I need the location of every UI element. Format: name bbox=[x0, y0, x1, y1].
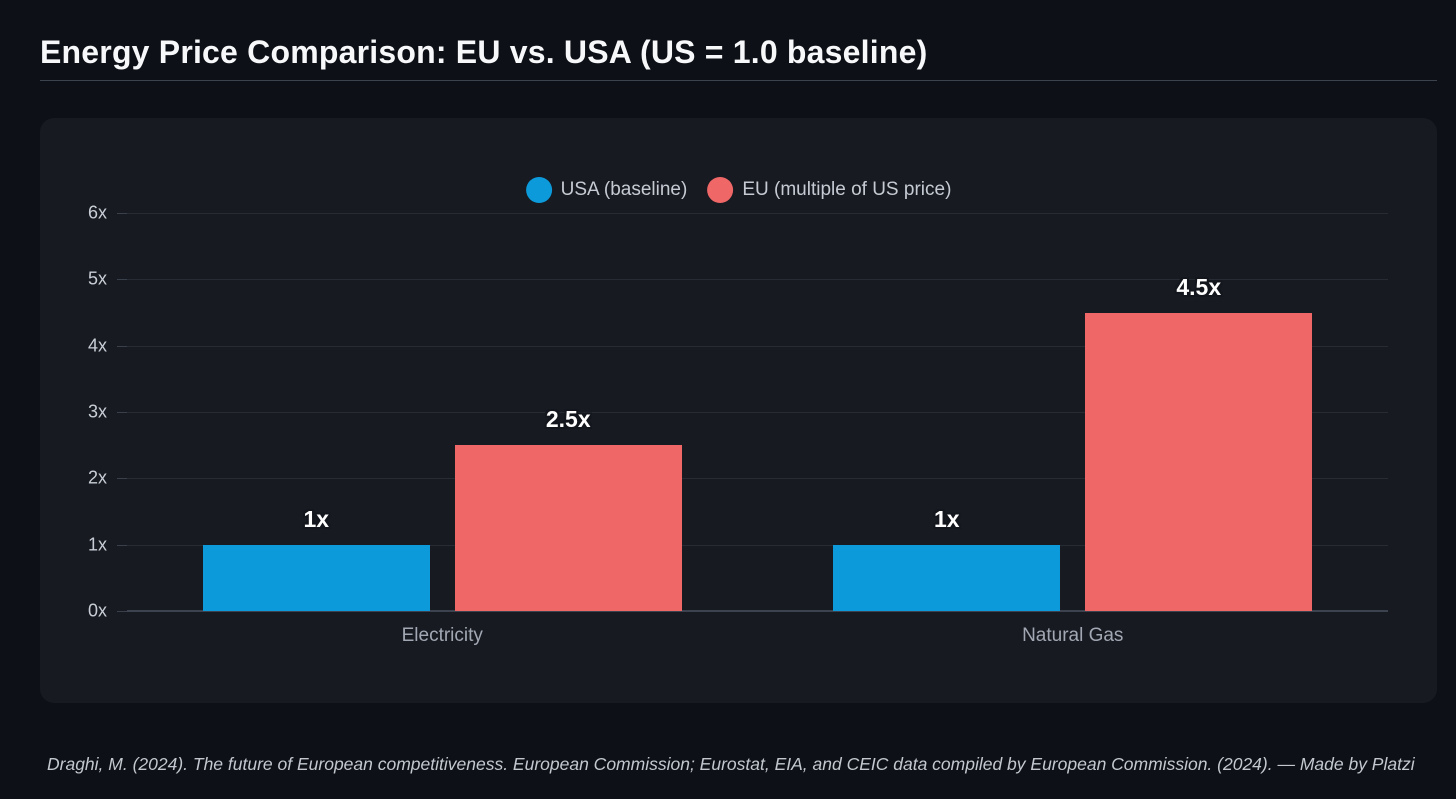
title-divider bbox=[40, 80, 1437, 81]
bar-value-label: 2.5x bbox=[545, 406, 591, 433]
bar-eu-natural-gas[interactable] bbox=[1085, 312, 1313, 611]
y-axis-tick-label: 3x bbox=[87, 401, 107, 422]
source-citation: Draghi, M. (2024). The future of Europea… bbox=[47, 753, 1415, 774]
gridline-1x bbox=[127, 544, 1388, 546]
gridline-3x bbox=[127, 412, 1388, 413]
y-axis-tick bbox=[117, 213, 127, 214]
plot-area: 0x 1x 2x 3x 4x 5x 6x 1x 1x 2.5x 4.5x Electricity Nat… bbox=[88, 203, 1388, 646]
eu-series-swatch-icon bbox=[707, 177, 734, 203]
legend-item-usa[interactable]: USA (baseline) bbox=[525, 177, 688, 203]
y-axis-tick bbox=[117, 611, 127, 612]
y-axis-tick bbox=[117, 412, 127, 413]
y-axis-tick bbox=[117, 544, 127, 546]
y-axis-tick-label: 6x bbox=[87, 202, 107, 223]
bar-eu-electricity[interactable] bbox=[454, 445, 682, 611]
y-axis-tick-label: 4x bbox=[87, 335, 107, 356]
y-axis-tick bbox=[117, 345, 127, 347]
legend-item-eu[interactable]: EU (multiple of US price) bbox=[707, 177, 951, 203]
bar-value-label: 1x bbox=[933, 505, 960, 532]
gridline-6x bbox=[127, 213, 1388, 214]
y-axis-tick-label: 0x bbox=[87, 600, 107, 621]
bar-value-label: 1x bbox=[303, 505, 330, 532]
y-axis-tick-label: 1x bbox=[87, 534, 107, 555]
legend-label-usa: USA (baseline) bbox=[560, 179, 688, 200]
x-axis-category-label-electricity: Electricity bbox=[401, 625, 483, 646]
gridline-0x bbox=[127, 610, 1388, 612]
gridline-5x bbox=[127, 279, 1388, 281]
x-axis-category-label-natural-gas: Natural Gas bbox=[1022, 625, 1124, 646]
gridline-4x bbox=[127, 345, 1388, 347]
page-title: Energy Price Comparison: EU vs. USA (US … bbox=[40, 34, 928, 71]
chart-card: USA (baseline) EU (multiple of US price)… bbox=[40, 118, 1437, 703]
usa-series-swatch-icon bbox=[525, 177, 552, 203]
bar-usa-natural-gas[interactable] bbox=[833, 544, 1061, 611]
y-axis-tick-label: 2x bbox=[87, 467, 107, 488]
bar-value-label: 4.5x bbox=[1176, 273, 1222, 300]
gridline-2x bbox=[127, 478, 1388, 480]
y-axis-tick-label: 5x bbox=[87, 268, 107, 289]
legend-label-eu: EU (multiple of US price) bbox=[742, 179, 952, 200]
bar-usa-electricity[interactable] bbox=[202, 544, 430, 611]
chart-legend: USA (baseline) EU (multiple of US price) bbox=[525, 176, 951, 204]
y-axis-tick bbox=[117, 279, 127, 281]
y-axis-tick bbox=[117, 478, 127, 480]
